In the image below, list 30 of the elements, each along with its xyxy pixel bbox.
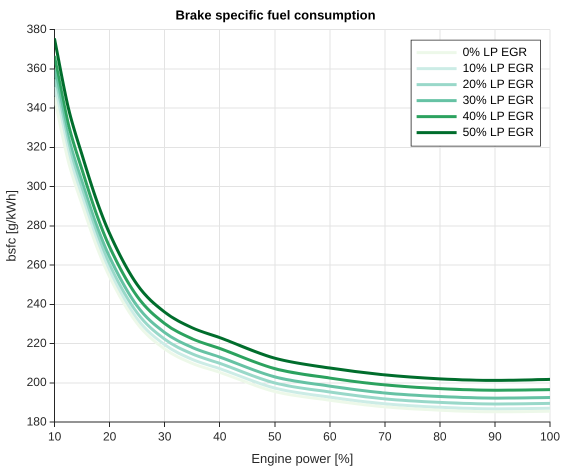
y-tick-label: 240: [26, 296, 47, 311]
x-tick-label: 10: [48, 430, 62, 444]
legend-label: 40% LP EGR: [462, 108, 534, 123]
y-axis-title: bsfc [g/kWh]: [3, 190, 18, 262]
x-tick-label: 100: [540, 430, 560, 444]
legend-label: 50% LP EGR: [462, 124, 534, 139]
legend-label: 30% LP EGR: [462, 92, 534, 107]
y-tick-label: 260: [26, 257, 47, 272]
x-tick-label: 30: [158, 430, 172, 444]
x-axis-title: Engine power [%]: [251, 450, 354, 466]
y-tick-label: 280: [26, 218, 47, 232]
x-tick-label: 70: [378, 430, 392, 444]
y-tick-label: 300: [26, 178, 47, 193]
x-tick-label: 90: [488, 430, 502, 444]
x-tick-label: 60: [323, 430, 337, 444]
y-tick-label: 320: [26, 140, 47, 154]
y-tick-label: 360: [26, 61, 47, 76]
y-tick-label: 380: [26, 22, 47, 36]
y-tick-label: 180: [26, 414, 47, 428]
legend-label: 20% LP EGR: [462, 76, 534, 91]
y-tick-label: 220: [26, 336, 47, 350]
chart-title: Brake specific fuel consumption: [175, 7, 376, 22]
x-tick-label: 20: [102, 430, 117, 444]
x-tick-label: 50: [268, 430, 282, 444]
x-tick-label: 40: [213, 430, 227, 444]
x-tick-label: 80: [433, 430, 447, 444]
legend-label: 10% LP EGR: [462, 60, 534, 75]
y-tick-label: 200: [26, 375, 47, 390]
legend-label: 0% LP EGR: [462, 44, 528, 59]
y-tick-label: 340: [26, 100, 47, 114]
